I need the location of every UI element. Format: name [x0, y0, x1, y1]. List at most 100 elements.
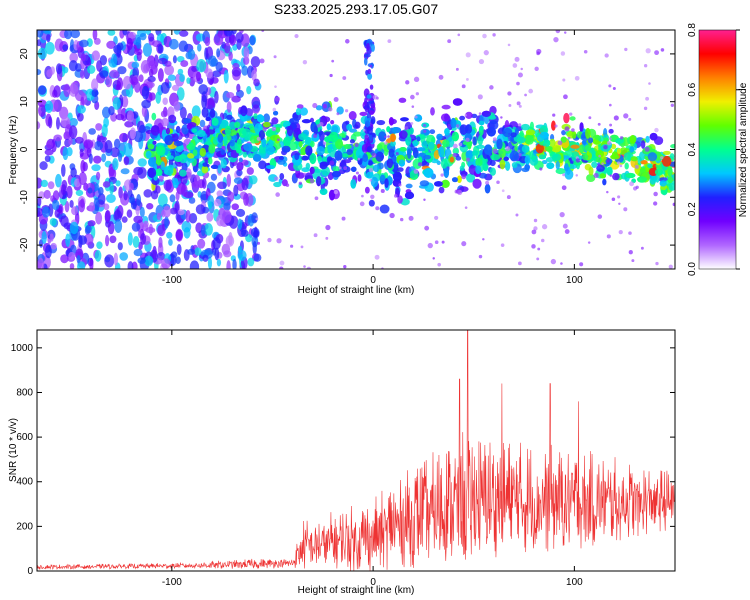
- heatmap-cell-2701: [531, 229, 537, 235]
- heatmap-cell-2562: [294, 34, 299, 39]
- heatmap-cell-1622: [258, 160, 267, 170]
- heatmap-cell-2792: [624, 47, 628, 52]
- heatmap-cell-874: [52, 199, 60, 211]
- heatmap-cell-1834: [430, 107, 435, 116]
- heatmap-cell-2594: [279, 260, 285, 266]
- heatmap-cell-2549: [365, 120, 371, 128]
- heatmap-cell-2557: [366, 146, 373, 153]
- heatmap-cell-2616: [343, 265, 347, 269]
- heatmap-cell-2690: [628, 231, 632, 235]
- heatmap-cell-2745: [393, 193, 398, 198]
- heatmap-cell-2606: [612, 87, 616, 91]
- heatmap-cell-2095: [670, 143, 675, 149]
- heatmap-cell-1883: [588, 166, 594, 176]
- heatmap-cell-2059: [207, 157, 213, 165]
- heatmap-cell-2443: [310, 121, 317, 133]
- heatmap-cell-1829: [332, 166, 341, 172]
- heatmap-cell-2335: [327, 144, 332, 154]
- heatmap-cell-2739: [454, 189, 459, 194]
- heatmap-cell-2184: [210, 164, 219, 170]
- heatmap-cell-2009: [465, 150, 473, 160]
- heatmap-cell-2465: [375, 151, 384, 162]
- heatmap-cell-594: [107, 30, 116, 36]
- heatmap-cell-738: [187, 49, 196, 60]
- heatmap-cell-2132: [316, 146, 325, 156]
- heatmap-cell-301: [206, 212, 214, 222]
- heatmap-cell-899: [55, 63, 63, 75]
- heatmap-x-tick-label--100: -100: [162, 275, 182, 286]
- heatmap-cell-2599: [514, 56, 520, 62]
- heatmap-cell-2754: [623, 207, 628, 212]
- heatmap-cell-2369: [427, 141, 435, 150]
- heatmap-cell-2446: [416, 136, 421, 142]
- heatmap-cell-2414: [186, 143, 196, 151]
- heatmap-cell-2775: [410, 94, 415, 100]
- heatmap-cell-542: [44, 155, 51, 163]
- heatmap-cell-1686: [172, 177, 179, 189]
- heatmap-cell-2738: [328, 107, 333, 112]
- heatmap-cell-2673: [306, 266, 312, 269]
- heatmap-cell-105: [117, 242, 123, 251]
- heatmap-cell-860: [95, 123, 103, 131]
- heatmap-cell-124: [127, 232, 133, 246]
- heatmap-cell-571: [95, 211, 103, 225]
- heatmap-cell-2419: [300, 146, 307, 156]
- heatmap-cell-2582: [492, 137, 497, 142]
- heatmap-cell-2771: [309, 178, 315, 184]
- heatmap-cell-481: [135, 204, 140, 216]
- heatmap-cell-2292: [599, 173, 607, 179]
- heatmap-cell-2655: [256, 136, 261, 141]
- heatmap-cell-2452: [496, 138, 503, 150]
- heatmap-cell-2188: [535, 143, 544, 154]
- heatmap-cell-2727: [413, 76, 420, 83]
- heatmap-cell-2677: [313, 233, 318, 238]
- heatmap-cell-2559: [366, 101, 370, 109]
- heatmap-cell-2413: [524, 155, 531, 165]
- heatmap-cell-2755: [341, 216, 346, 221]
- heatmap-cell-2395: [388, 148, 395, 158]
- heatmap-cell-2487: [298, 140, 303, 148]
- heatmap-cell-2779: [611, 197, 616, 202]
- heatmap-cell-2609: [255, 217, 259, 221]
- heatmap-cell-2495: [647, 152, 658, 162]
- heatmap-cell-2315: [283, 136, 291, 147]
- heatmap-cell-816: [213, 33, 224, 46]
- heatmap-cell-2365: [262, 121, 271, 128]
- heatmap-cell-2711: [272, 107, 277, 112]
- heatmap-cell-1393: [151, 112, 157, 121]
- heatmap-cell-2480: [417, 147, 426, 152]
- heatmap-cell-1979: [322, 103, 327, 109]
- heatmap-cell-2631: [423, 198, 426, 201]
- heatmap-cell-890: [129, 182, 134, 191]
- heatmap-cell-1940: [487, 115, 497, 120]
- colorbar-tick-label-2: 0.4: [687, 142, 698, 156]
- heatmap-cell-2620: [290, 244, 294, 248]
- heatmap-cell-2366: [579, 144, 585, 154]
- heatmap-cell-2798: [640, 246, 644, 250]
- heatmap-cell-2295: [479, 125, 484, 131]
- heatmap-cell-196: [59, 106, 69, 120]
- heatmap-cell-2590: [483, 50, 489, 56]
- heatmap-cell-1784: [234, 121, 241, 128]
- snr-x-tick-label--100: -100: [162, 577, 182, 588]
- heatmap-cell-784: [196, 58, 207, 73]
- heatmap-cell-1918: [249, 125, 255, 130]
- heatmap-cell-2759: [660, 156, 664, 160]
- heatmap-cell-792: [252, 230, 260, 238]
- heatmap-cell-2035: [571, 131, 577, 139]
- heatmap-cell-2802: [506, 195, 511, 200]
- heatmap-cell-2243: [630, 156, 638, 162]
- heatmap-cell-2159: [220, 158, 227, 169]
- heatmap-cell-2230: [378, 131, 387, 142]
- heatmap-cell-1807: [151, 176, 160, 186]
- heatmap-cell-770: [166, 231, 173, 239]
- heatmap-cell-2491: [560, 136, 567, 143]
- heatmap-cell-623: [68, 60, 78, 72]
- heatmap-cell-2481: [503, 156, 509, 162]
- heatmap-cell-2570: [437, 262, 441, 267]
- heatmap-cell-819: [70, 81, 79, 95]
- heatmap-cell-2545: [366, 94, 372, 99]
- heatmap-cell-1812: [438, 186, 445, 194]
- heatmap-cell-1773: [529, 121, 534, 131]
- heatmap-cell-2367: [407, 148, 412, 159]
